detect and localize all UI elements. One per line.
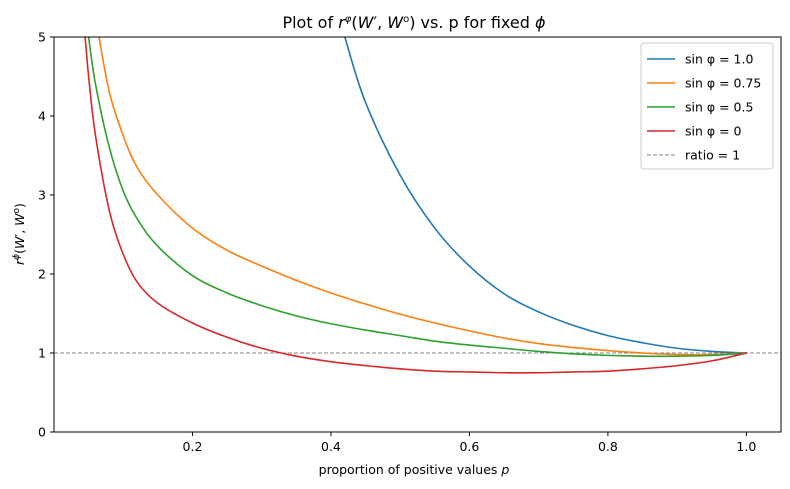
series-line-2 — [98, 37, 748, 356]
y-axis-label: rϕ(W′, Wo) — [12, 203, 27, 265]
y-tick-label: 3 — [38, 188, 46, 203]
legend-box — [640, 42, 774, 170]
y-tick-label: 1 — [38, 346, 46, 361]
x-tick-label: 0.2 — [183, 439, 203, 454]
y-tick-label: 2 — [38, 267, 46, 282]
x-tick-label: 0.4 — [321, 439, 341, 454]
legend: sin φ = 1.0 sin φ = 0.75 sin φ = 0.5 sin φ … — [640, 42, 774, 170]
y-tick-label: 4 — [38, 109, 46, 124]
x-tick-label: 0.8 — [598, 439, 618, 454]
series-line-3 — [87, 37, 748, 358]
plot-area — [53, 36, 782, 433]
x-axis-ticks: 0.2 0.4 0.6 0.8 1.0 — [183, 432, 756, 454]
y-axis-ticks: 0 1 2 3 4 5 — [38, 30, 54, 440]
series-line-4 — [84, 37, 748, 374]
series-layer — [84, 37, 748, 374]
legend-label: sin φ = 0 — [685, 124, 742, 139]
legend-label: ratio = 1 — [685, 148, 740, 163]
plot-frame — [53, 36, 782, 433]
series-line-1 — [344, 37, 748, 354]
x-tick-label: 0.6 — [459, 439, 479, 454]
y-tick-label: 5 — [38, 30, 46, 45]
y-tick-label: 0 — [38, 425, 46, 440]
legend-label: sin φ = 0.75 — [685, 76, 761, 91]
chart-title: Plot of rφ(W′, Wo) vs. p for fixed ϕ — [282, 13, 546, 32]
x-tick-label: 1.0 — [736, 439, 756, 454]
x-axis-label: proportion of positive values p — [319, 462, 510, 477]
legend-label: sin φ = 1.0 — [685, 52, 753, 67]
legend-items: sin φ = 1.0 sin φ = 0.75 sin φ = 0.5 sin φ … — [647, 52, 761, 163]
legend-label: sin φ = 0.5 — [685, 100, 753, 115]
